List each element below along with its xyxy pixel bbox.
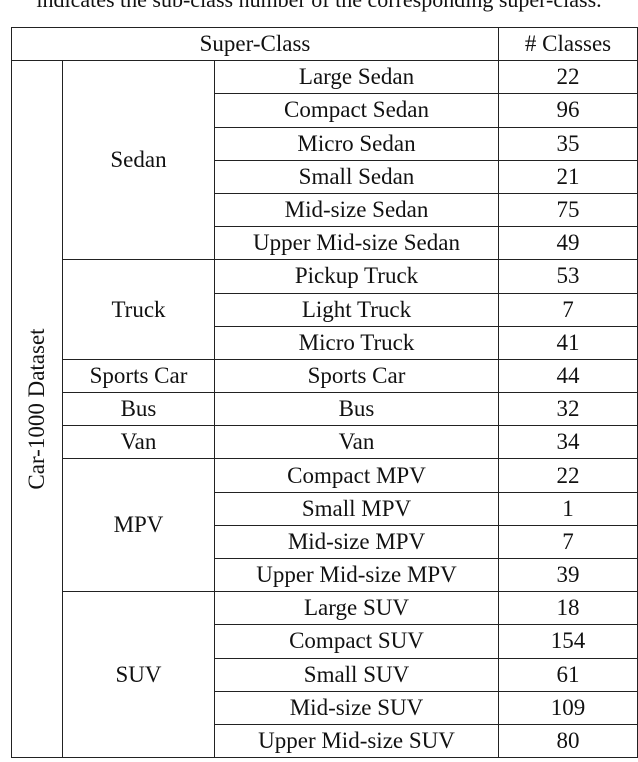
class-count-cell: 21 (498, 159, 638, 194)
table-row: SUV Large SUV 18 (12, 591, 638, 759)
sub-class-cell: Large Sedan (214, 60, 499, 95)
super-class-cell: Van (62, 425, 215, 460)
class-count-cell: 7 (498, 292, 638, 327)
class-count-cell: 96 (498, 93, 638, 128)
class-count-cell: 34 (498, 425, 638, 460)
class-count-cell: 32 (498, 392, 638, 427)
class-count-cell: 7 (498, 524, 638, 560)
sub-class-cell: Micro Sedan (214, 126, 499, 161)
table-row: Small MPV 1 (12, 491, 638, 526)
class-count-cell: 22 (498, 458, 638, 493)
dataset-label-cell: Car-1000 Dataset (11, 60, 63, 759)
sub-class-cell: Compact SUV (214, 624, 499, 659)
class-count-cell: 80 (498, 723, 638, 759)
sub-class-cell: Mid-size MPV (214, 524, 499, 560)
class-count-cell: 154 (498, 624, 638, 659)
table-row: Mid-size MPV 7 (12, 524, 638, 560)
super-class-cell: Sports Car (62, 358, 215, 394)
class-count-cell: 1 (498, 491, 638, 526)
sub-class-cell: Sports Car (214, 358, 499, 394)
table-row: Micro Truck 41 (12, 325, 638, 360)
table-row: Mid-size SUV 109 (12, 690, 638, 725)
sub-class-cell: Upper Mid-size SUV (214, 723, 499, 759)
table-row: Car-1000 Dataset Sedan Large Sedan 22 (11, 60, 638, 759)
class-count-cell: 61 (498, 657, 638, 692)
table-row: Sports Car Sports Car 44 (12, 358, 638, 394)
class-count-cell: 35 (498, 126, 638, 161)
table-row: Small Sedan 21 (12, 159, 638, 194)
class-count-cell: 44 (498, 358, 638, 394)
table-row: Small SUV 61 (12, 657, 638, 692)
sub-class-cell: Micro Truck (214, 325, 499, 360)
sub-class-cell: Small SUV (214, 657, 499, 692)
class-count-cell: 22 (498, 60, 638, 95)
car-1000-classes-table: Super-Class # Classes Car-1000 Dataset Se… (11, 26, 638, 759)
class-count-cell: 109 (498, 690, 638, 725)
sub-class-cell: Light Truck (214, 292, 499, 327)
super-class-cell: SUV (62, 591, 215, 759)
sub-class-cell: Small Sedan (214, 159, 499, 194)
table-caption: indicates the sub-class number of the co… (0, 0, 638, 12)
table-row: Micro Sedan 35 (12, 126, 638, 161)
class-count-cell: 41 (498, 325, 638, 360)
dataset-label: Car-1000 Dataset (24, 328, 49, 490)
sub-class-cell: Compact MPV (214, 458, 499, 493)
class-count-cell: 75 (498, 192, 638, 228)
table-row: Upper Mid-size SUV 80 (12, 723, 638, 759)
sub-class-cell: Pickup Truck (214, 259, 499, 294)
header-num-classes: # Classes (498, 26, 638, 62)
table-row: Compact SUV 154 (12, 624, 638, 659)
sub-class-cell: Mid-size SUV (214, 690, 499, 725)
sub-class-cell: Compact Sedan (214, 93, 499, 128)
table-row: MPV Compact MPV 22 (12, 458, 638, 593)
table-row: Bus Bus 32 (12, 392, 638, 427)
table-row: Light Truck 7 (12, 292, 638, 327)
sub-class-cell: Small MPV (214, 491, 499, 526)
class-count-cell: 18 (498, 591, 638, 626)
class-count-cell: 53 (498, 259, 638, 294)
header-super-class: Super-Class (11, 26, 499, 62)
class-count-cell: 39 (498, 557, 638, 593)
sub-class-cell: Bus (214, 392, 499, 427)
table-row: Upper Mid-size MPV 39 (12, 557, 638, 593)
super-class-cell: Sedan (62, 60, 215, 261)
super-class-cell: Bus (62, 392, 215, 427)
super-class-cell: MPV (62, 458, 215, 593)
sub-class-cell: Large SUV (214, 591, 499, 626)
super-class-cell: Truck (62, 259, 215, 360)
sub-class-cell: Van (214, 425, 499, 460)
class-count-cell: 49 (498, 226, 638, 261)
header-row: Super-Class # Classes (11, 26, 638, 62)
table-row: Truck Pickup Truck 53 (12, 259, 638, 360)
table-row: Van Van 34 (12, 425, 638, 460)
table-row: Upper Mid-size Sedan 49 (12, 226, 638, 261)
sub-class-cell: Upper Mid-size MPV (214, 557, 499, 593)
sub-class-cell: Upper Mid-size Sedan (214, 226, 499, 261)
sub-class-cell: Mid-size Sedan (214, 192, 499, 228)
table-row: Compact Sedan 96 (12, 93, 638, 128)
table-body: Car-1000 Dataset Sedan Large Sedan 22 Compac… (11, 60, 638, 759)
